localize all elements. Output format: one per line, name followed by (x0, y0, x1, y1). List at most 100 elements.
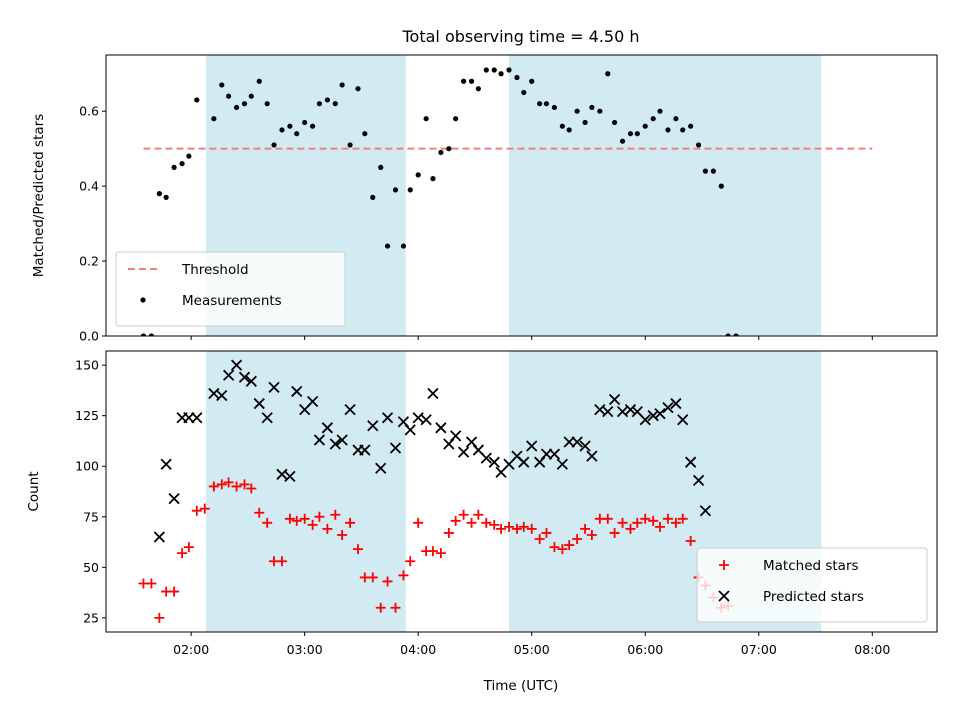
data-point (481, 517, 492, 528)
data-point (695, 142, 702, 148)
data-point (572, 534, 583, 545)
data-point (183, 542, 194, 553)
data-point (496, 523, 507, 534)
data-point (640, 513, 651, 524)
data-point (154, 612, 165, 623)
data-point (619, 138, 626, 144)
data-point (810, 0, 815, 3)
data-point (504, 521, 515, 532)
y-tick-label: 0.4 (79, 179, 99, 194)
data-point (685, 456, 697, 468)
data-point (355, 86, 361, 92)
x-tick-label: 08:00 (854, 642, 890, 657)
data-point (226, 93, 232, 99)
data-point (473, 509, 484, 520)
data-point (521, 89, 527, 96)
legend-swatch (719, 560, 729, 570)
data-point (566, 127, 572, 133)
data-point (375, 462, 387, 474)
data-point (353, 544, 364, 555)
data-point (177, 548, 188, 559)
data-point (168, 492, 180, 505)
data-point (427, 387, 439, 400)
data-point (415, 172, 421, 178)
data-point (526, 523, 537, 534)
data-point (491, 67, 497, 73)
data-point (146, 578, 157, 589)
data-point (302, 119, 308, 126)
x-tick-label: 03:00 (287, 642, 323, 657)
data-point (540, 448, 553, 460)
data-point (733, 333, 739, 336)
data-point (556, 458, 569, 470)
data-point (405, 556, 416, 567)
data-point (230, 359, 243, 371)
data-point (367, 572, 378, 583)
data-point (816, 0, 821, 3)
data-point (148, 333, 155, 336)
data-point (194, 97, 200, 103)
series-predicted-stars (153, 359, 712, 543)
data-point (413, 517, 424, 528)
panel-ratio: 0.0 0.2 0.4 0.6 Matched/Predicted stars Thres… (31, 0, 938, 344)
y-tick-label: 0.6 (79, 104, 99, 119)
data-point (450, 430, 462, 442)
data-point (329, 438, 341, 450)
data-point (332, 101, 338, 107)
data-point (400, 243, 407, 249)
data-point (264, 101, 270, 107)
data-point (802, 0, 807, 3)
data-point (589, 104, 595, 111)
data-point (404, 424, 416, 436)
data-point (367, 420, 379, 432)
plot-frame (105, 54, 938, 337)
data-point (310, 123, 316, 129)
data-point (339, 82, 345, 88)
data-point (430, 176, 436, 182)
data-point (627, 131, 634, 137)
data-point (284, 470, 296, 482)
data-point (692, 474, 705, 487)
data-point (602, 406, 614, 418)
data-point (306, 395, 319, 408)
data-point (457, 446, 470, 458)
data-point (839, 0, 844, 3)
data-point (171, 164, 177, 170)
data-point (617, 517, 628, 528)
data-point (347, 142, 353, 148)
legend-label: Measurements (182, 293, 282, 309)
data-point (322, 523, 333, 534)
series-measurements (140, 0, 860, 336)
data-point (498, 71, 504, 77)
data-point (179, 161, 185, 167)
data-point (557, 544, 568, 555)
plot-area (140, 0, 873, 336)
data-point (605, 71, 611, 77)
y-tick-label: 25 (83, 610, 99, 625)
data-point (506, 67, 512, 73)
data-point (219, 82, 225, 88)
data-point (268, 381, 280, 394)
y-axis-label: Count (26, 471, 42, 511)
data-point (654, 408, 666, 420)
data-point (191, 505, 202, 516)
shaded-interval (509, 55, 822, 336)
data-point (420, 414, 432, 426)
data-point (208, 481, 219, 492)
data-point (375, 602, 386, 613)
data-point (271, 142, 277, 148)
data-point (480, 452, 492, 464)
data-point (183, 412, 195, 424)
data-point (446, 146, 452, 152)
data-point (443, 527, 454, 538)
data-point (465, 436, 478, 448)
y-tick-label: 75 (83, 509, 99, 524)
data-point (186, 153, 192, 159)
data-point (245, 375, 257, 387)
data-point (670, 397, 682, 410)
data-point (435, 422, 447, 434)
data-point (602, 513, 613, 524)
data-point (261, 412, 273, 424)
data-point (685, 536, 696, 547)
data-point (855, 0, 860, 3)
